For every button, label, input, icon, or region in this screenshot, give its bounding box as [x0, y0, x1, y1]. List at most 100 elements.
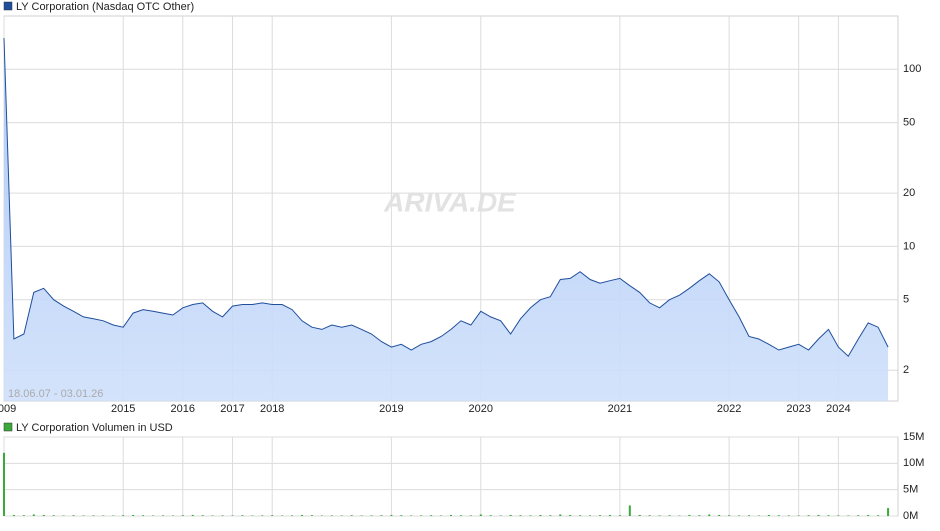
volume-bar	[668, 515, 671, 516]
volume-bar	[271, 515, 274, 516]
volume-bar	[430, 515, 433, 516]
y-tick-label: 10	[903, 240, 915, 252]
volume-bar	[837, 515, 840, 516]
y-tick-label: 10M	[903, 457, 924, 469]
volume-bar	[221, 515, 224, 516]
volume-bar	[112, 515, 115, 516]
volume-bar	[807, 515, 810, 516]
volume-bar	[658, 515, 661, 516]
volume-bar	[589, 515, 592, 516]
x-tick-label: 2015	[111, 403, 135, 415]
volume-bar	[241, 515, 244, 516]
volume-bar	[559, 514, 562, 516]
volume-bar	[618, 515, 621, 516]
volume-bar	[32, 514, 35, 516]
volume-bar	[479, 514, 482, 516]
y-tick-label: 5M	[903, 484, 918, 496]
volume-bar	[469, 515, 472, 516]
x-tick-label: 2024	[826, 403, 850, 415]
volume-bar	[390, 514, 393, 516]
volume-bar	[42, 514, 45, 516]
y-tick-label: 15M	[903, 431, 924, 443]
x-tick-label: 2018	[260, 403, 284, 415]
volume-bar	[579, 515, 582, 516]
volume-bar	[92, 515, 95, 516]
volume-bar	[22, 515, 25, 516]
volume-bar	[847, 515, 850, 516]
volume-bar	[152, 515, 154, 516]
volume-bar	[787, 515, 790, 516]
volume-bar	[62, 515, 65, 516]
volume-bar	[648, 515, 651, 516]
volume-bar	[211, 515, 214, 516]
volume-bar	[360, 515, 363, 516]
y-tick-label: 50	[903, 117, 915, 129]
volume-bar	[827, 515, 830, 516]
legend-label: LY Corporation Volumen in USD	[16, 422, 173, 434]
y-tick-label: 20	[903, 187, 915, 199]
volume-bar	[261, 515, 264, 516]
volume-bar	[291, 515, 294, 516]
legend-swatch	[3, 422, 13, 432]
volume-bar	[132, 514, 135, 516]
legend-label: LY Corporation (Nasdaq OTC Other)	[16, 1, 194, 13]
volume-bar	[350, 515, 353, 516]
legend-swatch	[3, 1, 13, 11]
x-tick-label: 2017	[220, 403, 244, 415]
volume-bar	[499, 515, 502, 516]
x-tick-label: 2022	[717, 403, 741, 415]
volume-bar	[251, 515, 254, 516]
volume-bar	[718, 514, 721, 516]
volume-bar	[340, 515, 343, 516]
volume-bar	[569, 514, 572, 516]
volume-bar	[599, 515, 601, 516]
volume-bar	[122, 515, 125, 516]
x-tick-label: 2023	[786, 403, 810, 415]
volume-bar	[281, 515, 284, 516]
watermark: ARIVA.DE	[383, 186, 517, 217]
x-tick-label: 2021	[608, 403, 632, 415]
volume-bar	[628, 505, 631, 516]
y-tick-label: 0M	[903, 510, 918, 522]
volume-bar	[161, 515, 164, 516]
volume-bar	[539, 514, 542, 516]
volume-bar	[748, 515, 750, 516]
volume-bar	[191, 514, 194, 516]
volume-bar	[410, 515, 413, 516]
volume-bar	[757, 515, 760, 516]
volume-bar	[52, 515, 55, 516]
volume-bar	[459, 515, 462, 516]
volume-bar	[201, 515, 204, 516]
volume-bar	[370, 515, 373, 516]
volume-bar	[330, 515, 333, 516]
volume-bar	[678, 515, 681, 516]
volume-bar	[72, 515, 75, 516]
volume-bar	[400, 515, 403, 516]
volume-bar	[320, 515, 323, 516]
x-tick-label: 2016	[171, 403, 195, 415]
volume-bar	[688, 514, 691, 516]
volume-bar	[102, 515, 105, 516]
volume-bar	[380, 515, 383, 516]
volume-bar	[231, 515, 234, 516]
volume-bar	[310, 515, 313, 516]
volume-bar	[82, 515, 85, 516]
volume-bar	[301, 514, 303, 516]
date-range: 18.06.07 - 03.01.26	[8, 388, 103, 400]
volume-bar	[857, 515, 860, 516]
volume-bar	[638, 514, 641, 516]
volume-bar	[181, 515, 184, 516]
volume-bar	[877, 515, 880, 516]
volume-bar	[867, 514, 870, 516]
volume-bar	[738, 515, 741, 516]
y-tick-label: 5	[903, 294, 909, 306]
volume-bar	[420, 515, 423, 516]
volume-bar	[440, 515, 443, 516]
y-tick-label: 2	[903, 364, 909, 376]
volume-bar	[767, 514, 770, 516]
volume-bar	[708, 514, 711, 516]
volume-bar	[142, 515, 145, 516]
x-tick-label: 2019	[379, 403, 403, 415]
